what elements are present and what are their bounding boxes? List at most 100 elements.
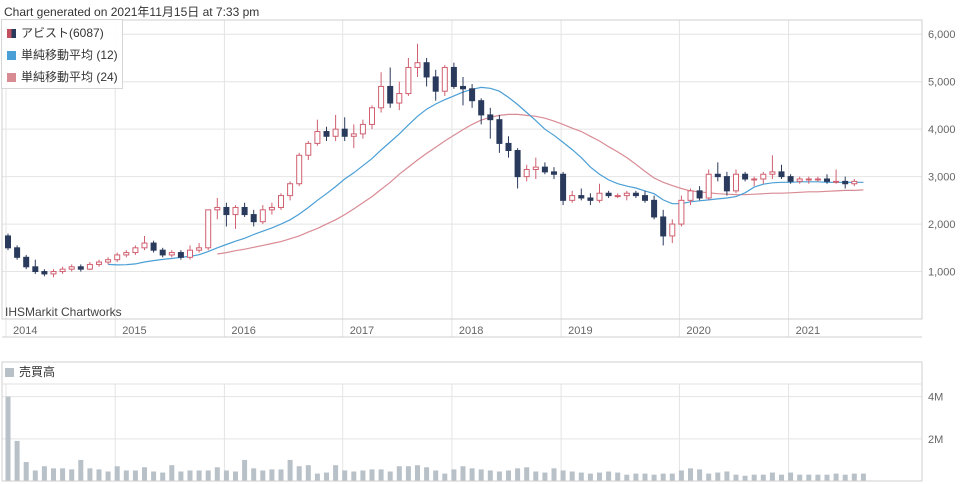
volume-bar — [69, 469, 75, 481]
volume-bar — [678, 470, 684, 481]
chart-generated-text: Chart generated on 2021年11月15日 at 7:33 p… — [4, 5, 260, 19]
volume-bar — [114, 466, 120, 481]
candle-body — [296, 154, 303, 185]
x-grid — [5, 20, 790, 481]
candle-body — [642, 195, 648, 201]
volume-bar — [369, 469, 375, 481]
ma12-layer — [108, 86, 864, 266]
candle-body — [59, 268, 66, 273]
candle-body — [842, 180, 849, 185]
volume-grid — [2, 396, 922, 440]
volume-bar — [733, 474, 739, 481]
volume-bar — [424, 467, 430, 481]
candle-body — [132, 247, 139, 254]
volume-bar — [5, 396, 11, 481]
volume-title-label: 売買高 — [19, 365, 56, 379]
x-tick-label: 2019 — [568, 325, 592, 337]
candle-body — [796, 178, 803, 182]
candle-body — [714, 173, 721, 178]
candle-body — [505, 142, 512, 152]
candle-body — [723, 176, 730, 192]
candle-body — [450, 66, 457, 87]
volume-bar — [41, 466, 47, 481]
legend-item-ma12[interactable]: 単純移動平均 (12) — [7, 46, 118, 63]
volume-bar — [779, 474, 784, 481]
volume-bar — [105, 471, 111, 481]
legend-label-price: アビスト(6087) — [21, 26, 104, 40]
volume-bar — [296, 466, 302, 481]
candle-body — [77, 266, 84, 270]
candle-body — [441, 66, 448, 92]
candle-body — [778, 171, 785, 178]
candle-body — [341, 128, 348, 137]
volume-bar — [715, 472, 721, 481]
chart-credit: IHSMarkit Chartworks — [5, 305, 122, 319]
legend-item-ma24[interactable]: 単純移動平均 (24) — [7, 68, 118, 85]
candle-body — [250, 214, 257, 223]
ma24-line — [217, 113, 864, 255]
candle-body — [469, 88, 476, 102]
volume-bar — [606, 471, 612, 481]
y-tick-label: 4,000 — [928, 124, 956, 136]
candle-body — [414, 62, 421, 68]
candle-body — [760, 173, 767, 180]
candle-body — [678, 199, 685, 225]
candle-body — [651, 199, 658, 218]
volume-bar — [460, 466, 466, 481]
volume-bar — [624, 474, 630, 481]
y-tick-label: 5,000 — [928, 77, 956, 89]
candle-body — [751, 178, 758, 181]
candle-body — [223, 206, 230, 216]
volume-bar — [551, 468, 557, 481]
candle-body — [32, 266, 39, 273]
candle-body — [833, 180, 840, 183]
volume-bar — [324, 472, 329, 481]
volume-bar — [506, 470, 511, 481]
candle-body — [824, 178, 830, 182]
candle-body — [742, 173, 749, 180]
volume-bar — [751, 474, 757, 481]
candle-body — [159, 249, 166, 256]
volume-bar — [260, 470, 266, 481]
candle-body — [514, 150, 521, 178]
y-tick-label: 3,000 — [928, 172, 956, 184]
volume-bar — [724, 471, 730, 481]
volume-bar — [314, 473, 320, 481]
candle-body — [805, 178, 812, 181]
candle-body — [150, 242, 157, 251]
volume-bar — [223, 470, 229, 481]
candle-body — [423, 62, 430, 78]
volume-bar — [660, 473, 666, 481]
volume-bar — [515, 468, 521, 481]
volume-bar — [287, 459, 293, 481]
volume-bar — [96, 469, 102, 481]
candle-body — [696, 190, 703, 199]
volume-bar — [478, 469, 484, 481]
volume-bar — [187, 470, 193, 481]
volume-bar — [205, 470, 211, 481]
volume-bar — [142, 467, 147, 481]
candle-body — [560, 173, 567, 201]
x-tick-label: 2016 — [231, 325, 255, 337]
volume-bar — [760, 474, 766, 481]
volume-bar — [615, 472, 621, 481]
volume-bar — [806, 474, 812, 481]
volume-y-tick-label: 4M — [928, 392, 943, 404]
volume-bar — [242, 459, 248, 481]
candle-body — [359, 123, 366, 135]
candle-body — [532, 166, 539, 170]
volume-bar — [524, 467, 530, 481]
volume-bar — [533, 471, 539, 481]
candle-body — [287, 183, 294, 197]
legend-item-price[interactable]: アビスト(6087) — [7, 24, 104, 41]
volume-bar — [51, 468, 56, 481]
candle-body — [196, 247, 203, 251]
volume-bar — [60, 468, 66, 481]
candle-body — [314, 131, 321, 144]
volume-bar — [214, 467, 220, 481]
volume-bar — [697, 469, 703, 481]
candle-body — [578, 195, 585, 199]
candle-body — [623, 192, 630, 197]
volume-bar — [342, 470, 348, 481]
volume-bar — [123, 470, 129, 481]
